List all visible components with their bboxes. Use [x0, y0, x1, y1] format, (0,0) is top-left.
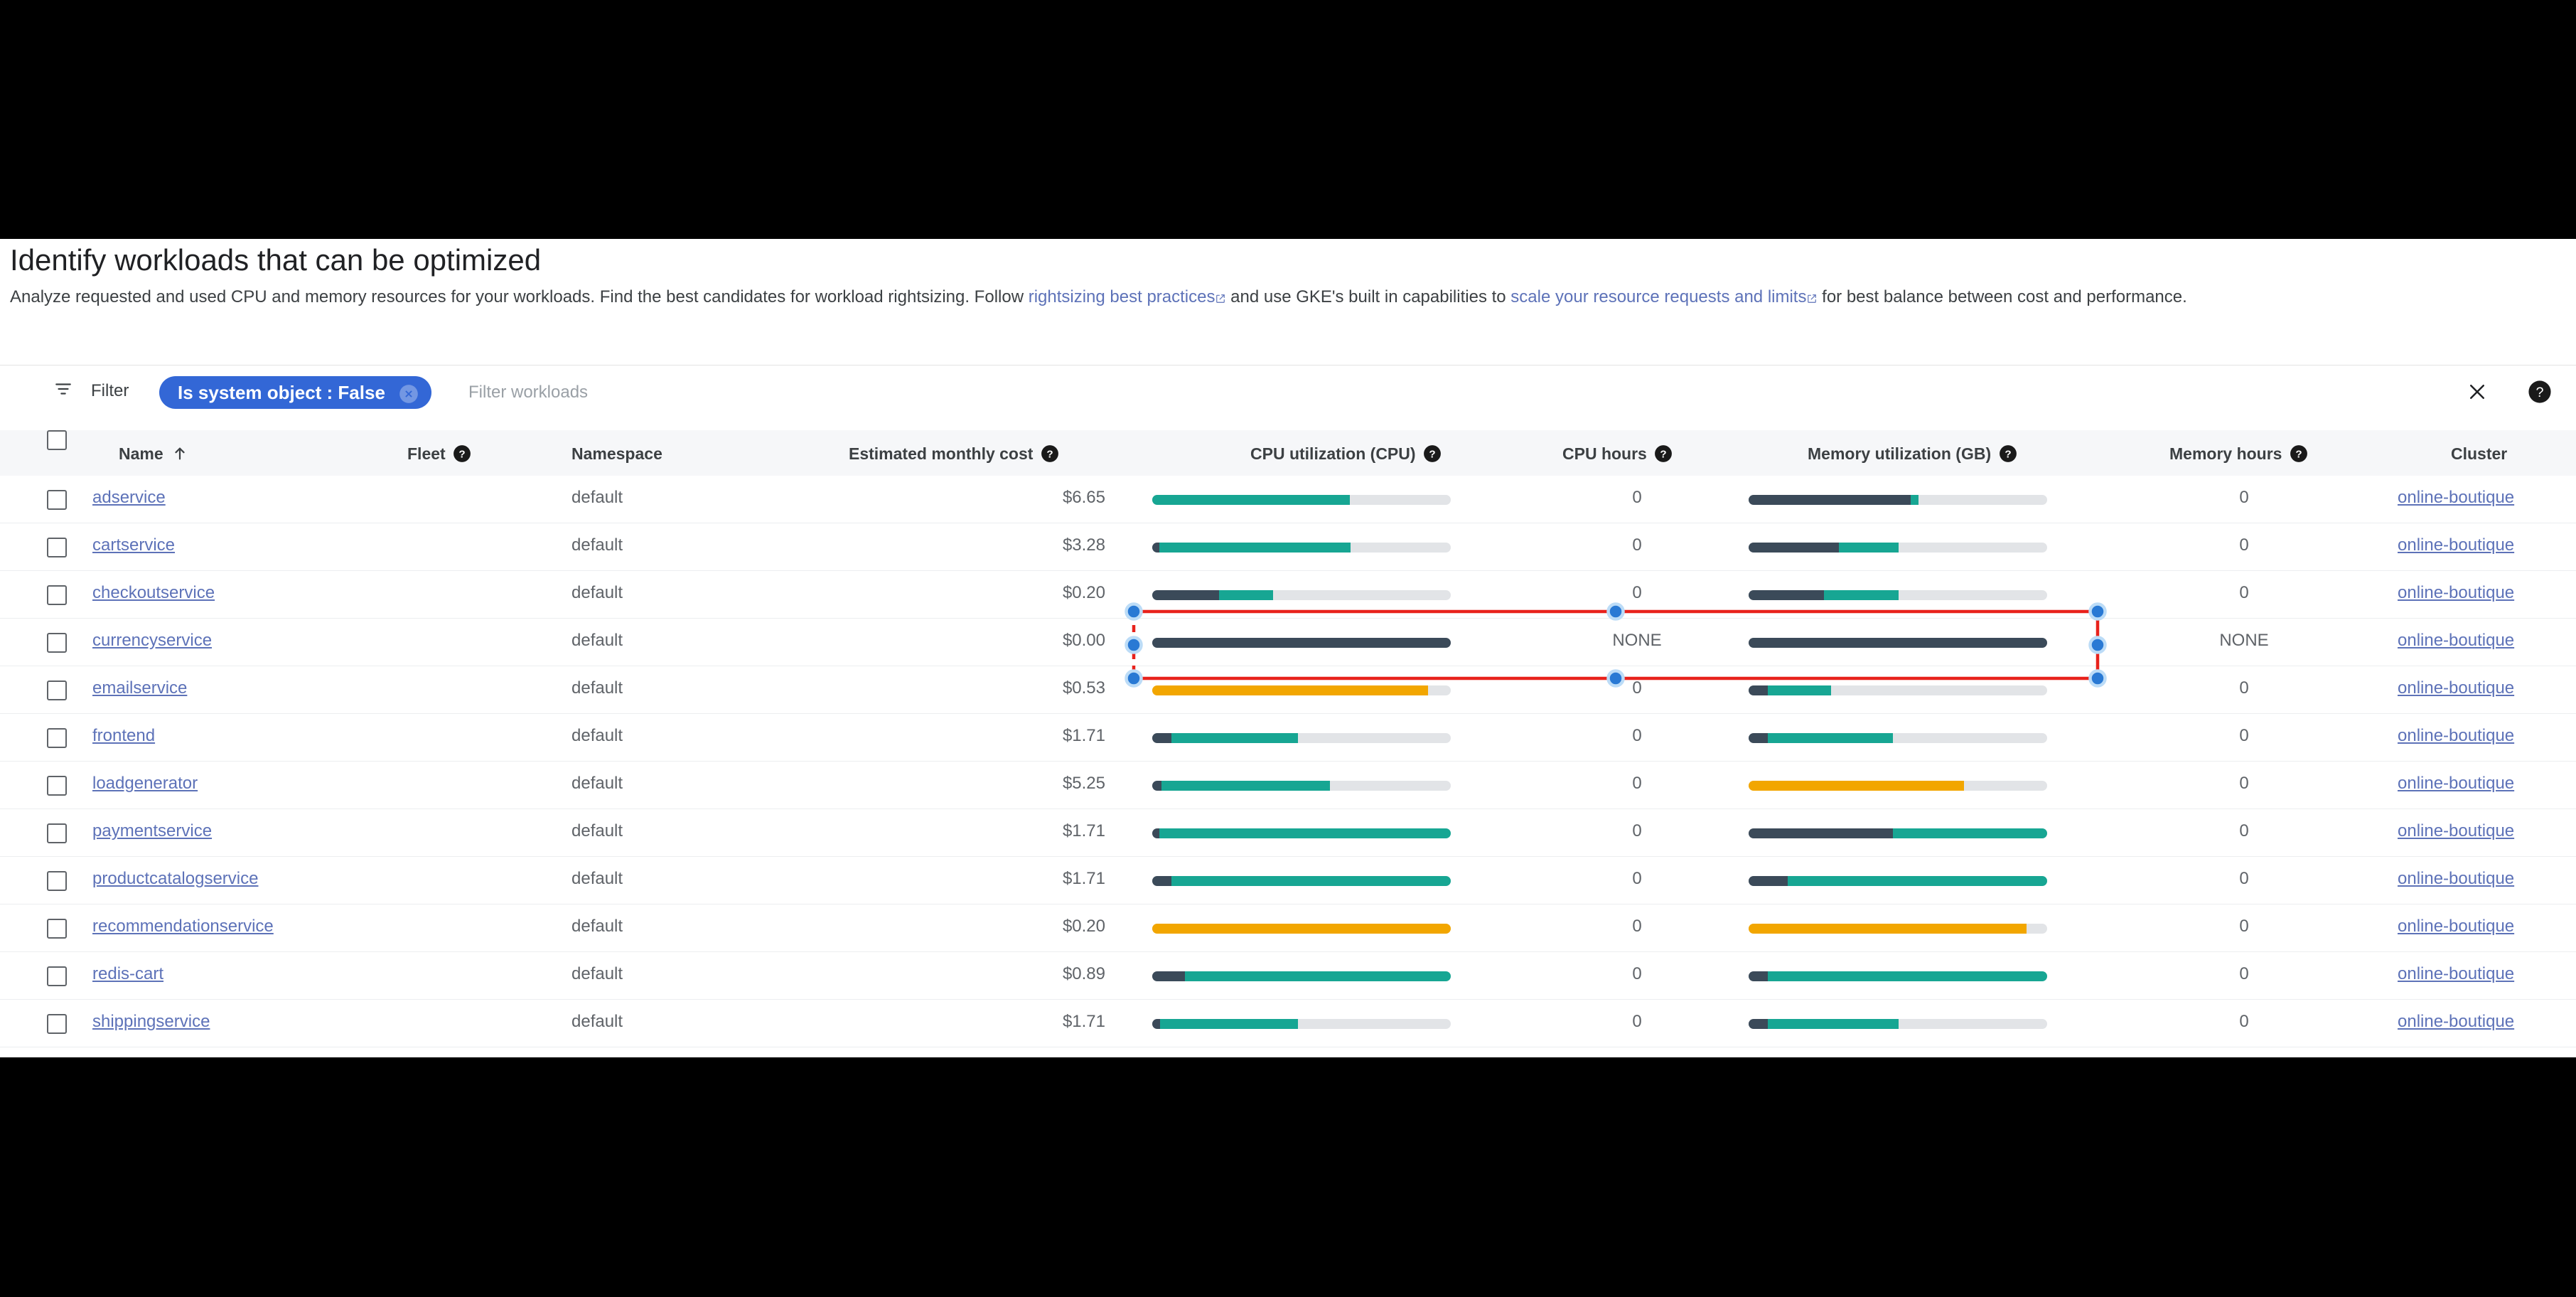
svg-text:?: ?: [2005, 448, 2011, 460]
svg-text:?: ?: [1660, 448, 1667, 460]
svg-text:?: ?: [2295, 448, 2302, 460]
svg-text:?: ?: [458, 448, 465, 460]
svg-text:?: ?: [1046, 448, 1053, 460]
svg-text:?: ?: [2535, 385, 2543, 400]
svg-text:?: ?: [1429, 448, 1435, 460]
